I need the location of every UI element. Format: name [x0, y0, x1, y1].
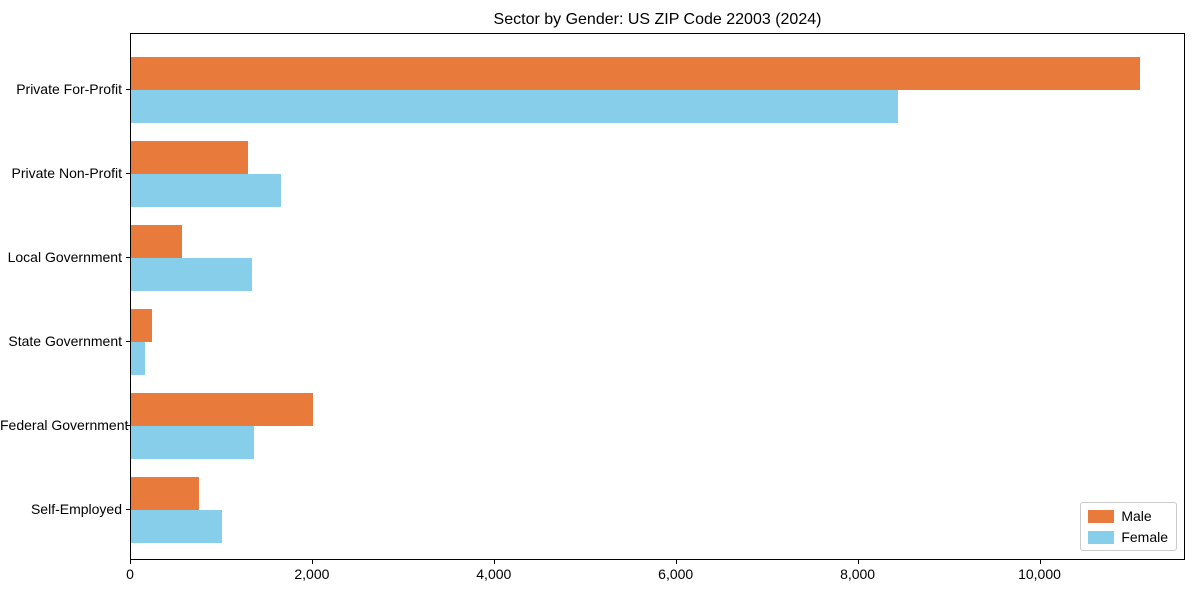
x-tick-2,000 [311, 560, 313, 564]
x-tick-label-2,000: 2,000 [294, 566, 330, 582]
x-tick-label-10,000: 10,000 [1018, 566, 1061, 582]
bar-female-self-employed [131, 510, 222, 543]
female-color-swatch [1088, 530, 1115, 544]
bar-male-federal-government [131, 393, 313, 426]
y-tick-private-non-profit [126, 173, 130, 174]
legend-item-male: Male [1088, 508, 1168, 524]
y-tick-private-for-profit [126, 89, 130, 90]
y-tick-self-employed [126, 509, 130, 510]
x-tick-10,000 [1039, 560, 1041, 564]
y-label-local-government: Local Government [7, 249, 122, 265]
x-tick-label-6,000: 6,000 [658, 566, 694, 582]
y-label-federal-government: Federal Government [0, 417, 129, 433]
male-color-swatch [1088, 509, 1115, 523]
y-label-private-for-profit: Private For-Profit [16, 81, 122, 97]
y-label-private-non-profit: Private Non-Profit [11, 165, 122, 181]
y-tick-local-government [126, 257, 130, 258]
legend-item-female: Female [1088, 529, 1168, 545]
bar-female-private-for-profit [131, 90, 898, 123]
x-tick-label-4,000: 4,000 [476, 566, 512, 582]
bar-female-federal-government [131, 426, 254, 459]
y-tick-federal-government [126, 425, 130, 426]
x-tick-4,000 [493, 560, 495, 564]
y-tick-state-government [126, 341, 130, 342]
x-tick-8,000 [857, 560, 859, 564]
x-tick-0 [130, 560, 131, 564]
y-label-self-employed: Self-Employed [30, 501, 122, 517]
bar-male-self-employed [131, 477, 199, 510]
chart-title: Sector by Gender: US ZIP Code 22003 (202… [493, 11, 822, 28]
x-tick-label-0: 0 [126, 566, 134, 582]
bar-female-private-non-profit [131, 174, 282, 207]
bar-male-state-government [131, 309, 152, 342]
bar-female-local-government [131, 258, 252, 291]
x-tick-label-8,000: 8,000 [840, 566, 876, 582]
legend-label-female: Female [1121, 529, 1168, 545]
legend-label-male: Male [1121, 508, 1152, 524]
bar-female-state-government [131, 342, 145, 375]
bar-male-private-non-profit [131, 141, 249, 174]
y-label-state-government: State Government [8, 333, 122, 349]
bar-male-private-for-profit [131, 57, 1140, 90]
bar-male-local-government [131, 225, 183, 258]
x-tick-6,000 [675, 560, 677, 564]
legend: Male Female [1080, 502, 1177, 551]
plot-area: Male Female [130, 33, 1185, 560]
